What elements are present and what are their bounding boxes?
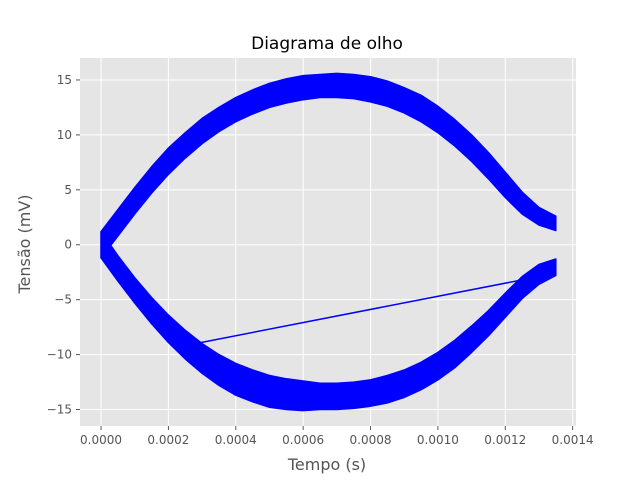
y-tick-label: 0 — [64, 238, 72, 252]
y-tick-label: 5 — [64, 183, 72, 197]
x-tick-label: 0.0008 — [350, 433, 392, 447]
y-tick-label: 10 — [57, 128, 72, 142]
y-tick-label: −5 — [54, 293, 72, 307]
y-axis-ticks: −15 −10 −5 0 5 10 15 — [47, 73, 80, 417]
y-tick-label: −15 — [47, 403, 72, 417]
eye-bands — [100, 72, 557, 412]
x-tick-label: 0.0012 — [484, 433, 526, 447]
x-axis-ticks: 0.0000 0.0002 0.0004 0.0006 0.0008 0.0010 0.00… — [80, 426, 594, 447]
y-tick-label: −10 — [47, 348, 72, 362]
x-tick-label: 0.0002 — [147, 433, 189, 447]
x-tick-label: 0.0014 — [552, 433, 594, 447]
y-axis-label: Tensão (mV) — [15, 194, 34, 294]
chart-title: Diagrama de olho — [251, 34, 403, 54]
x-tick-label: 0.0006 — [282, 433, 324, 447]
plot-area — [80, 58, 576, 426]
stray-trace — [100, 255, 556, 348]
x-tick-label: 0.0010 — [417, 433, 459, 447]
lower-eye-band — [100, 230, 557, 412]
x-axis-label: Tempo (s) — [287, 455, 366, 474]
upper-eye-band — [100, 72, 557, 259]
x-tick-label: 0.0004 — [215, 433, 257, 447]
x-tick-label: 0.0000 — [80, 433, 122, 447]
y-tick-label: 15 — [57, 73, 72, 87]
